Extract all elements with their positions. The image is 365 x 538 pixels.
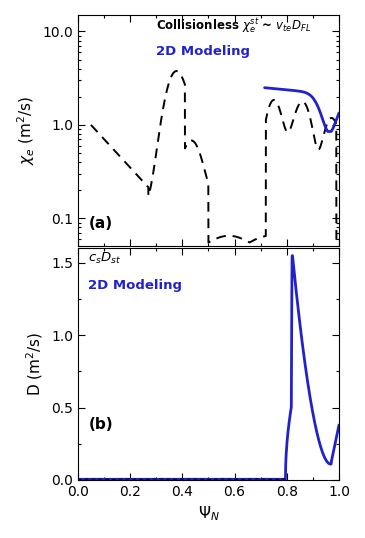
Text: 2D Modeling: 2D Modeling: [156, 45, 250, 58]
Y-axis label: $\chi_e$ (m$^2$/s): $\chi_e$ (m$^2$/s): [15, 96, 37, 165]
Text: $c_s D_{st}$: $c_s D_{st}$: [88, 251, 122, 266]
X-axis label: $\Psi_N$: $\Psi_N$: [197, 504, 219, 523]
Y-axis label: D (m$^2$/s): D (m$^2$/s): [25, 332, 46, 397]
Text: (b): (b): [88, 417, 113, 432]
Text: Collisionless $\chi_e^{st}$ ~ $v_{te}D_{FL}$: Collisionless $\chi_e^{st}$ ~ $v_{te}D_{…: [156, 17, 311, 37]
Text: (a): (a): [88, 216, 112, 231]
Text: 2D Modeling: 2D Modeling: [88, 279, 182, 292]
